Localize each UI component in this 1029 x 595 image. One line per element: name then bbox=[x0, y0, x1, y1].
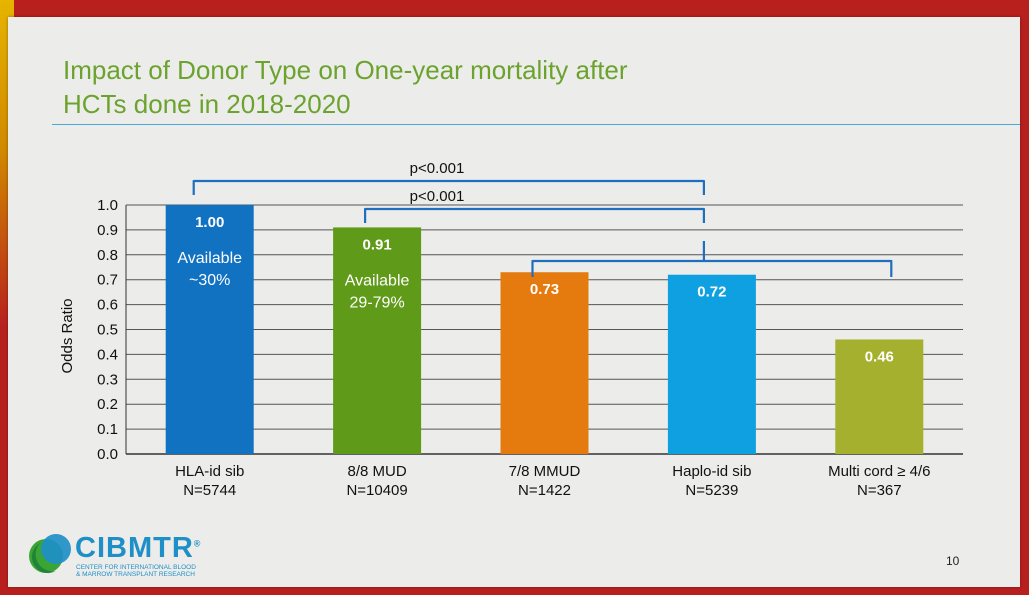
bar bbox=[165, 205, 254, 454]
y-tick-label: 0.1 bbox=[97, 421, 118, 438]
bar-value-label: 0.72 bbox=[697, 284, 726, 301]
x-category-n: N=367 bbox=[857, 482, 902, 499]
y-tick-label: 0.5 bbox=[97, 322, 118, 339]
page-number: 10 bbox=[946, 554, 960, 568]
bar bbox=[500, 272, 589, 454]
bar-value-label: 0.46 bbox=[865, 348, 894, 365]
odds-ratio-bar-chart: 0.0 0.1 0.2 0.3 0.4 0.5 0.6 0.7 0.8 0.9 1.0 Odds R… bbox=[59, 160, 963, 499]
slide: Impact of Donor Type on One-year mortali… bbox=[8, 17, 1020, 587]
bar-note: Available bbox=[345, 272, 410, 289]
bracket-line bbox=[531, 259, 893, 277]
x-category-n: N=10409 bbox=[346, 482, 407, 499]
y-tick-label: 0.8 bbox=[97, 247, 118, 264]
x-category-label: Multi cord ≥ 4/6 bbox=[828, 463, 930, 480]
x-category-label: 8/8 MUD bbox=[348, 463, 407, 480]
bar-value-label: 1.00 bbox=[195, 214, 224, 231]
cibmtr-wordmark: CIBMTR® bbox=[75, 532, 202, 564]
slide-title-line-1: Impact of Donor Type on One-year mortali… bbox=[63, 55, 628, 85]
slide-title-line-2: HCTs done in 2018-2020 bbox=[63, 89, 351, 119]
x-category-n: N=5744 bbox=[183, 482, 236, 499]
bar bbox=[333, 227, 422, 454]
y-tick-label: 0.9 bbox=[97, 222, 118, 239]
x-category-n: N=5239 bbox=[685, 482, 738, 499]
title-divider bbox=[52, 124, 1020, 125]
y-tick-label: 0.0 bbox=[97, 446, 118, 463]
x-category-label: Haplo-id sib bbox=[672, 463, 751, 480]
bar-note: Available bbox=[177, 250, 242, 267]
bar bbox=[667, 274, 756, 454]
y-tick-label: 0.4 bbox=[97, 346, 118, 363]
cibmtr-logo-icon bbox=[29, 534, 71, 574]
bracket-line bbox=[364, 207, 705, 223]
bar-note: 29-79% bbox=[350, 294, 405, 311]
p-value-label: p<0.001 bbox=[410, 160, 465, 177]
bar-value-label: 0.73 bbox=[530, 281, 559, 298]
bracket-line bbox=[192, 179, 705, 195]
x-axis-labels: HLA-id sib N=5744 8/8 MUD N=10409 7/8 MMUD N=… bbox=[175, 463, 930, 499]
bar-value-label: 0.91 bbox=[362, 236, 391, 253]
y-tick-label: 0.2 bbox=[97, 396, 118, 413]
y-axis-label: Odds Ratio bbox=[59, 298, 76, 373]
bar-note: ~30% bbox=[189, 272, 230, 289]
x-category-label: 7/8 MMUD bbox=[509, 463, 581, 480]
bar bbox=[835, 339, 924, 454]
y-axis-ticks: 0.0 0.1 0.2 0.3 0.4 0.5 0.6 0.7 0.8 0.9 1.0 bbox=[97, 197, 118, 463]
x-category-n: N=1422 bbox=[518, 482, 571, 499]
p-value-label: p<0.001 bbox=[410, 188, 465, 205]
y-tick-label: 0.7 bbox=[97, 272, 118, 289]
logo-subtitle-1: CENTER FOR INTERNATIONAL BLOOD bbox=[76, 564, 196, 571]
y-tick-label: 1.0 bbox=[97, 197, 118, 214]
bars: 1.00 Available ~30% 0.91 Available 29-79% 0.73… bbox=[165, 205, 924, 454]
logo-subtitle-2: & MARROW TRANSPLANT RESEARCH bbox=[76, 571, 195, 578]
y-tick-label: 0.6 bbox=[97, 297, 118, 314]
y-tick-label: 0.3 bbox=[97, 371, 118, 388]
significance-brackets: p<0.001 p<0.001 bbox=[192, 160, 893, 277]
x-category-label: HLA-id sib bbox=[175, 463, 244, 480]
